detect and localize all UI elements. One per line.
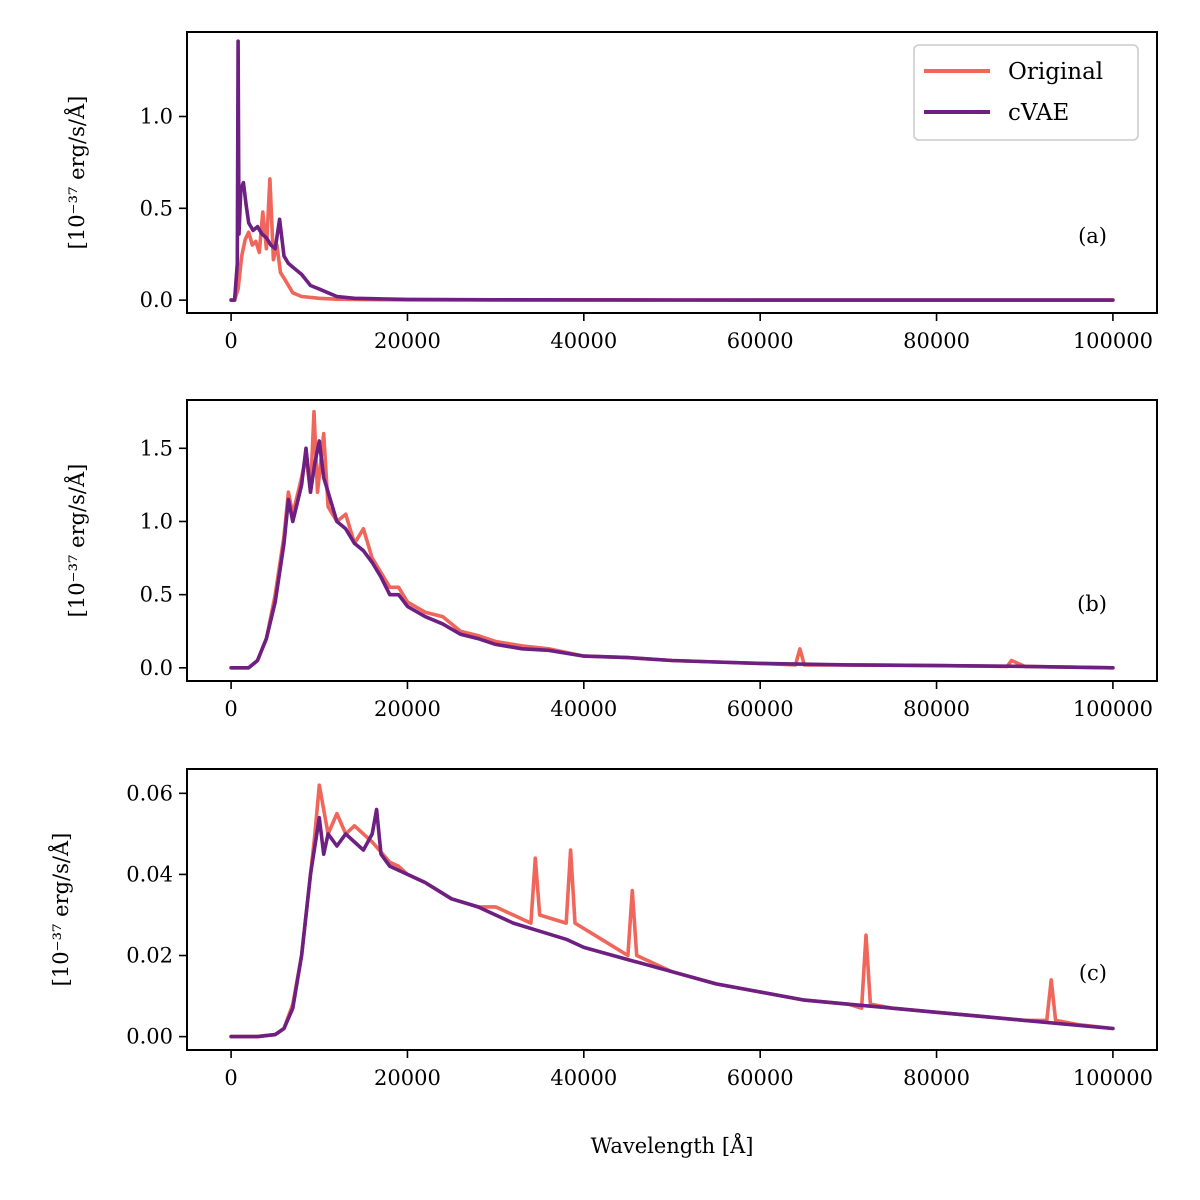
panel-a-ytick-label: 0.0: [140, 288, 173, 312]
panel-b: 0 20000 40000 60000 80000 1000000.00.51.01.5 …: [64, 399, 1158, 721]
panel-c-xtick-label: 40000: [550, 1066, 617, 1090]
panel-c-axes: [186, 768, 1158, 1051]
legend-label-original: Original: [1008, 59, 1103, 85]
panel-c-xtick-label: 60000: [727, 1066, 794, 1090]
panel-a-series-cvae: [229, 39, 1115, 302]
panel-a-xtick-label: 40000: [550, 329, 617, 353]
panel-c-xtick-label: 20000: [374, 1066, 441, 1090]
panel-a-xtick-label: 0: [224, 329, 237, 353]
legend-box: [913, 44, 1139, 141]
panel-b-axes: [186, 399, 1158, 682]
panel-b-xtick-label: 80000: [903, 697, 970, 721]
panel-a-axes: [186, 31, 1158, 314]
panel-c-ytick-label: 0.00: [126, 1025, 173, 1049]
panel-c-xtick-label: 0: [224, 1066, 237, 1090]
panel-b-ytick-label: 1.0: [140, 509, 173, 533]
panel-b-xtick-label: 60000: [727, 697, 794, 721]
panel-c-xlabel: Wavelength [Å]: [591, 1133, 754, 1158]
panel-b-series-cvae: [229, 439, 1115, 670]
panel-a-xtick-label: 60000: [727, 329, 794, 353]
panel-a-xtick-label: 20000: [374, 329, 441, 353]
panel-b-ytick-label: 0.0: [140, 656, 173, 680]
panel-b-ylabel: [10⁻³⁷ erg/s/Å]: [64, 464, 89, 618]
panel-c-xtick-label: 100000: [1073, 1066, 1153, 1090]
panel-a-series: [229, 39, 1115, 302]
panel-c-ytick-label: 0.02: [126, 944, 173, 968]
panel-a-label: (a): [1078, 224, 1107, 248]
panel-a: 0 20000 40000 60000 80000 100000 0.0 0.5 1.0 [10…: [64, 31, 1158, 353]
panel-c-series-cvae: [229, 807, 1115, 1039]
panel-c-ylabel: [10⁻³⁷ erg/s/Å]: [48, 833, 73, 987]
panel-b-xtick-label: 20000: [374, 697, 441, 721]
panel-c-label: (c): [1079, 961, 1107, 985]
panel-a-xtick-label: 100000: [1073, 329, 1153, 353]
panel-b-series: [229, 409, 1115, 670]
legend-label-cvae: cVAE: [1008, 100, 1069, 126]
panel-a-ylabel: [10⁻³⁷ erg/s/Å]: [64, 96, 89, 250]
panel-b-label: (b): [1077, 592, 1107, 616]
panel-c: 0 20000 40000 60000 80000 100000 0.00 0.02 0.04 0…: [48, 768, 1158, 1158]
panel-a-ytick-label: 0.5: [140, 196, 173, 220]
panel-c-xtick-label: 80000: [903, 1066, 970, 1090]
legend: Original cVAE: [913, 44, 1139, 141]
panel-b-ytick-label: 0.5: [140, 583, 173, 607]
panel-b-xtick-label: 0: [224, 697, 237, 721]
panel-c-series: [229, 783, 1115, 1039]
panel-c-ytick-label: 0.06: [126, 781, 173, 805]
panel-b-ticks: 0 20000 40000 60000 80000 100000 0.0 0.5 1.0 1.5: [140, 436, 1153, 721]
panel-a-ytick-label: 1.0: [140, 104, 173, 128]
panel-a-ticks: 0 20000 40000 60000 80000 100000 0.0 0.5 1.0: [140, 104, 1153, 353]
panel-c-ticks: 0 20000 40000 60000 80000 100000 0.00 0.02 0.04 0…: [126, 781, 1153, 1090]
panel-b-xtick-label: 100000: [1073, 697, 1153, 721]
panel-b-ytick-label: 1.5: [140, 436, 173, 460]
panel-a-xtick-label: 80000: [903, 329, 970, 353]
panel-b-xtick-label: 40000: [550, 697, 617, 721]
panel-c-ytick-label: 0.04: [126, 862, 173, 886]
